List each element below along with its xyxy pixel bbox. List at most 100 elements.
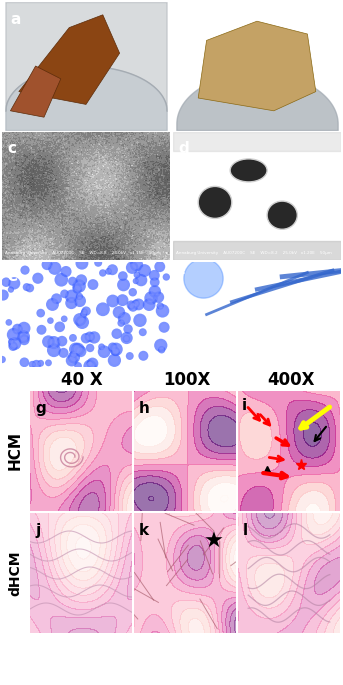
Point xyxy=(158,340,164,351)
Text: g: g xyxy=(35,401,46,416)
Point xyxy=(59,274,64,285)
Point xyxy=(63,266,69,277)
Point xyxy=(61,313,67,324)
Point xyxy=(80,316,85,327)
Point xyxy=(76,291,82,302)
Point xyxy=(22,264,28,275)
Point xyxy=(79,258,85,269)
Point xyxy=(8,284,14,295)
Point xyxy=(87,342,93,353)
Point xyxy=(159,345,164,356)
Point xyxy=(82,306,87,317)
Point xyxy=(71,352,76,363)
Point xyxy=(139,275,144,286)
Point xyxy=(133,298,139,309)
Point xyxy=(77,314,83,325)
Point xyxy=(124,332,129,343)
Point xyxy=(50,299,55,310)
Point xyxy=(6,317,12,328)
Point xyxy=(87,358,93,369)
Point xyxy=(160,306,165,316)
Point xyxy=(121,279,126,290)
Point xyxy=(46,336,51,347)
Point xyxy=(87,358,93,369)
Point xyxy=(87,332,93,342)
Text: h: h xyxy=(139,401,150,416)
Point xyxy=(35,273,40,284)
Point xyxy=(133,298,139,309)
Point xyxy=(100,267,106,278)
Point xyxy=(6,317,12,328)
Point xyxy=(134,260,139,271)
Point xyxy=(95,258,101,269)
Point xyxy=(78,346,83,357)
Point xyxy=(46,358,51,369)
Point xyxy=(201,272,206,283)
Point xyxy=(21,331,26,342)
Point xyxy=(141,350,146,361)
Point xyxy=(133,275,139,286)
Point xyxy=(61,347,66,358)
Point xyxy=(61,347,66,358)
Point xyxy=(62,288,67,299)
Point xyxy=(83,333,89,344)
Ellipse shape xyxy=(198,186,232,219)
Point xyxy=(44,259,50,270)
Point xyxy=(129,262,135,273)
Text: ★: ★ xyxy=(203,532,224,552)
Point xyxy=(77,295,83,306)
Point xyxy=(75,360,81,371)
Point xyxy=(75,344,81,355)
Point xyxy=(156,292,161,303)
Point xyxy=(61,313,67,324)
Point xyxy=(70,332,76,343)
Point xyxy=(156,292,161,303)
Polygon shape xyxy=(173,241,341,260)
Point xyxy=(157,261,163,272)
Point xyxy=(152,277,157,288)
Polygon shape xyxy=(10,66,61,117)
Point xyxy=(90,279,96,290)
Point xyxy=(130,287,135,298)
Point xyxy=(81,309,86,320)
Point xyxy=(70,276,75,287)
Point xyxy=(152,270,157,281)
Point xyxy=(29,359,35,370)
Point xyxy=(137,315,143,326)
Point xyxy=(48,315,53,326)
Text: c: c xyxy=(7,141,16,156)
Point xyxy=(128,299,134,310)
Point xyxy=(100,304,106,315)
Point xyxy=(73,344,79,355)
Point xyxy=(70,276,75,287)
Point xyxy=(130,287,135,298)
Point xyxy=(127,351,132,362)
Point xyxy=(152,277,157,288)
Text: dHCM: dHCM xyxy=(8,550,22,596)
Point xyxy=(11,278,17,289)
Point xyxy=(130,301,136,312)
Point xyxy=(82,306,87,317)
Point xyxy=(121,313,127,324)
Point xyxy=(57,321,62,332)
Text: j: j xyxy=(35,523,40,538)
Polygon shape xyxy=(19,15,120,104)
Point xyxy=(124,333,129,344)
Point xyxy=(0,290,6,301)
Point xyxy=(120,295,125,306)
Point xyxy=(77,295,83,306)
Polygon shape xyxy=(198,21,316,111)
Point xyxy=(113,346,118,357)
Point xyxy=(87,361,93,372)
Point xyxy=(102,346,107,357)
Point xyxy=(83,306,89,316)
Point xyxy=(46,358,51,369)
Point xyxy=(78,346,83,357)
Point xyxy=(161,322,167,333)
Point xyxy=(21,323,27,334)
Point xyxy=(44,259,50,270)
Point xyxy=(152,286,157,297)
Point xyxy=(114,328,119,339)
Point xyxy=(21,323,27,334)
Point xyxy=(100,267,106,278)
